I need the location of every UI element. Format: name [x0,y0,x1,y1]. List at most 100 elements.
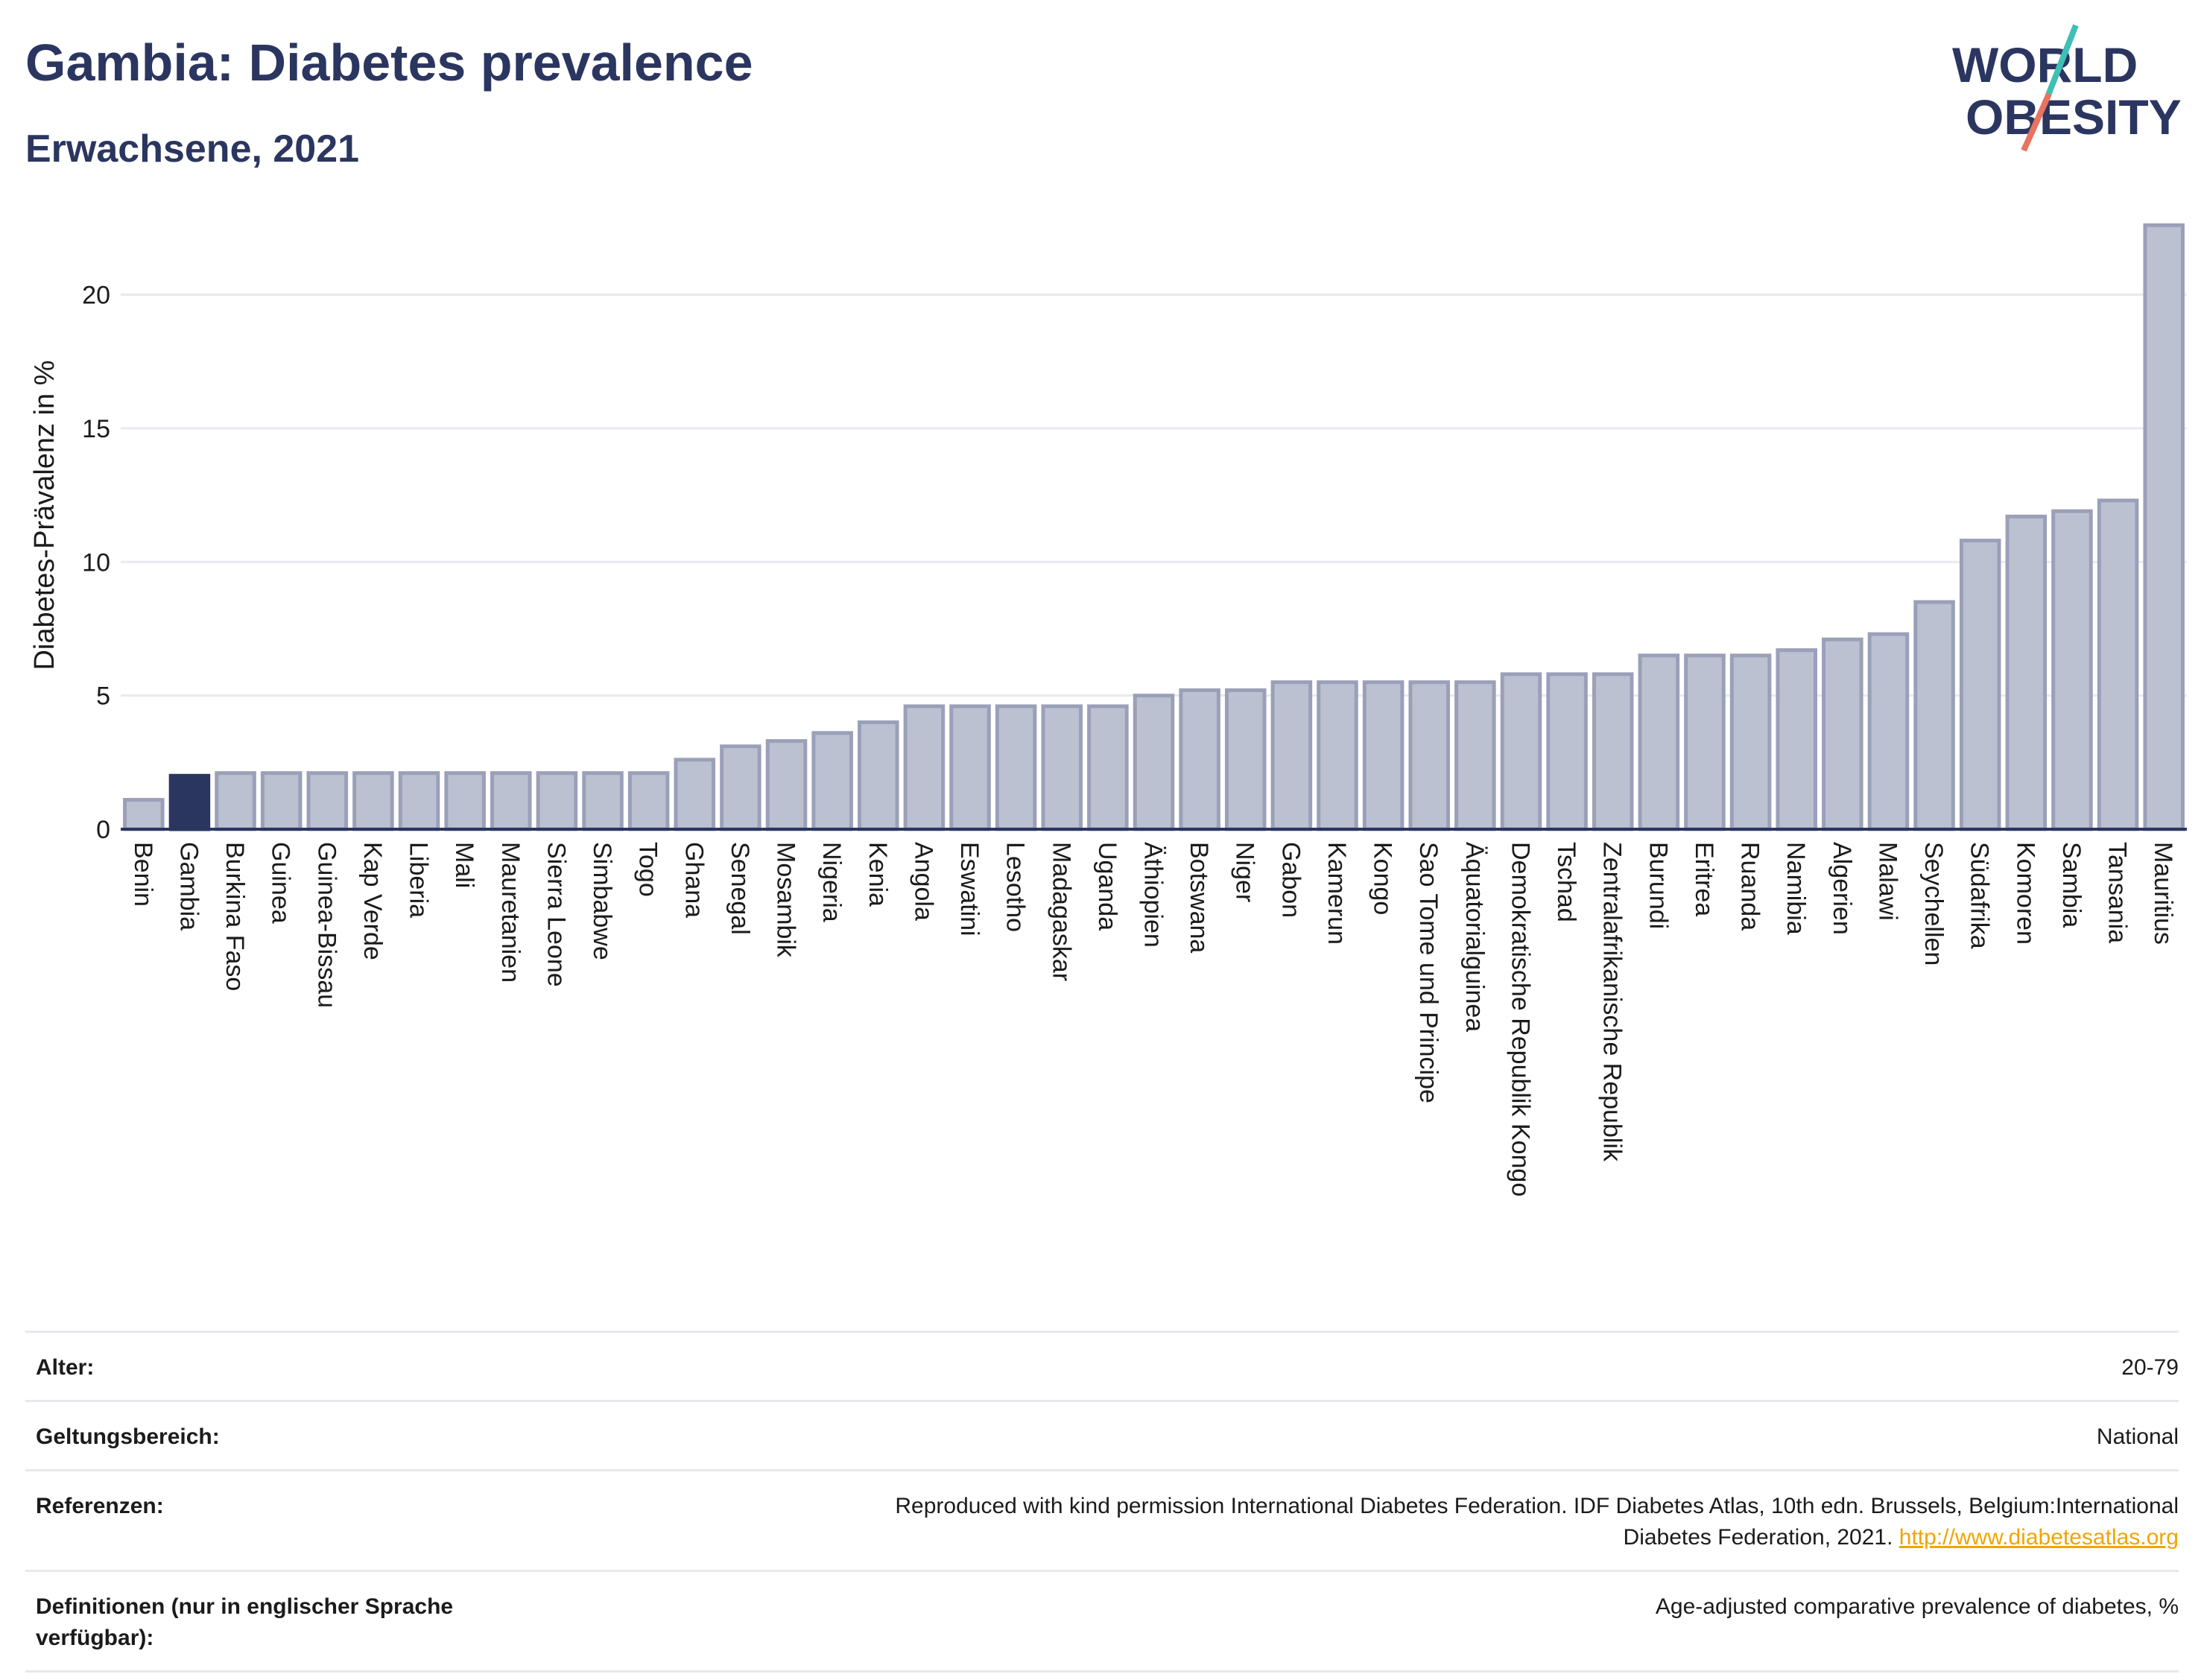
x-tick-label: Burundi [1644,842,1672,929]
bar-mali [444,771,486,831]
x-tick-label: Südafrika [1966,842,1994,949]
y-tick-label: 15 [82,415,110,443]
world-obesity-logo: WORLD OBESITY [1952,24,2182,152]
y-tick-label: 10 [82,548,110,577]
meta-row-references: Referenzen: Reproduced with kind permiss… [25,1469,2179,1570]
bar-kongo [1362,680,1405,831]
bar-kenia [858,720,899,831]
logo-line1: WORLD [1952,37,2138,92]
x-tick-label: Mauretanien [496,842,525,983]
bar-chart: 0 5 10 15 20 Diabetes-Prävalenz in % Benin Gam… [29,223,2187,1196]
meta-row-scope: Geltungsbereich: National [25,1400,2179,1469]
x-tick-label: Kap Verde [358,842,387,960]
x-tick-label: Äquatorialguinea [1460,842,1489,1032]
x-tick-label: Mauritius [2149,842,2177,945]
x-tick-label: Liberia [405,842,433,918]
x-tick-label: Zentralafrikanische Republik [1598,842,1627,1162]
chart-subtitle: Erwachsene, 2021 [25,127,360,171]
bar-äthiopien [1133,694,1175,831]
x-tick-label: Niger [1231,842,1259,902]
meta-row-definitions: Definitionen (nur in englischer Sprache … [25,1570,2179,1673]
y-tick-label: 20 [82,282,110,310]
bar-sierra-leone [536,771,578,831]
x-tick-label: Mali [450,842,478,888]
x-tick-label: Äthiopien [1139,842,1168,948]
bar-gambia [168,773,211,831]
bar-tschad [1546,672,1588,831]
bar-liberia [398,771,440,831]
y-tick-label: 5 [96,682,110,711]
x-tick-label: Botswana [1185,842,1213,953]
bar-madagaskar [1041,704,1083,831]
bar-mauretanien [490,771,532,831]
meta-refs-line1: Reproduced with kind permission Internat… [895,1494,2179,1518]
x-tick-label: Gambia [174,842,203,931]
x-tick-label: Tschad [1552,842,1580,922]
bar-angola [903,704,946,831]
x-tick-label: Algerien [1828,842,1856,935]
x-tick-label: Ghana [680,842,708,918]
x-tick-label: Eritrea [1690,842,1718,916]
logo-slash-bottom [2021,92,2052,152]
x-tick-label: Komoren [2011,842,2039,945]
x-tick-label: Ruanda [1736,842,1764,931]
diabetes-atlas-link[interactable]: http://www.diabetesatlas.org [1899,1525,2179,1550]
bar-guinea [260,771,303,831]
bar-gabon [1270,680,1313,831]
y-axis-title: Diabetes-Prävalenz in % [29,360,60,670]
bar-malawi [1867,632,1910,831]
chart-title: Gambia: Diabetes prevalence [25,34,753,92]
x-tick-label: Guinea [267,842,295,924]
x-tick-label: Seychellen [1919,842,1948,966]
x-tick-label: Kongo [1369,842,1397,915]
bar-sao-tome-und-principe [1408,680,1450,831]
bar-kap-verde [352,771,394,831]
bar-eswatini [949,704,991,831]
x-tick-label: Namibia [1782,842,1810,935]
bar-ruanda [1729,653,1772,831]
bar-namibia [1776,648,1817,831]
x-tick-label: Simbabwe [588,842,616,960]
bar-algerien [1822,637,1863,831]
x-tick-label: Malawi [1873,842,1901,921]
x-tick-label: Uganda [1093,842,1121,931]
bar-simbabwe [582,771,624,831]
bar-mauritius [2143,223,2185,831]
x-tick-label: Kenia [864,842,892,907]
bar-guinea-bissau [306,771,349,831]
x-tick-label: Sao Tome und Principe [1414,842,1443,1103]
bar-eritrea [1684,653,1726,831]
x-tick-label: Lesotho [1001,842,1030,932]
logo-slash-top [2045,24,2079,98]
bar-südafrika [1959,539,2001,831]
bar-togo [627,771,670,831]
meta-scope-label: Geltungsbereich: [36,1424,220,1449]
axes: 0 5 10 15 20 Diabetes-Prävalenz in % [29,282,2187,844]
meta-refs-value: Reproduced with kind permission Internat… [557,1491,2179,1553]
bar-seychellen [1913,600,1955,831]
x-tick-label: Burkina Faso [221,842,249,991]
x-tick-label: Sambia [2057,842,2086,928]
x-tick-label: Gabon [1276,842,1305,918]
bars [123,223,2185,831]
bar-äquatorialguinea [1454,680,1496,831]
x-tick-label: Demokratische Republik Kongo [1506,842,1534,1196]
meta-refs-line2: Diabetes Federation, 2021. [1623,1525,1893,1550]
bar-burkina-faso [215,771,256,831]
meta-scope-value: National [2096,1424,2179,1449]
x-tick-label: Mosambik [772,842,800,958]
bar-senegal [720,744,761,831]
meta-row-age: Alter: 20-79 [25,1331,2179,1400]
bar-burundi [1638,653,1680,831]
meta-refs-label: Referenzen: [36,1494,164,1518]
x-tick-label: Togo [634,842,662,897]
meta-def-value: Age-adjusted comparative prevalence of d… [1655,1594,2179,1619]
bar-niger [1224,688,1267,831]
x-tick-label: Eswatini [955,842,984,936]
x-tick-label: Guinea-Bissau [312,842,341,1008]
bar-lesotho [995,704,1037,831]
bar-ghana [674,758,716,831]
bar-demokratische-republik-kongo [1500,672,1542,831]
metadata-table: Alter: 20-79 Geltungsbereich: National R… [25,1331,2179,1673]
x-tick-label: Nigeria [817,842,846,922]
